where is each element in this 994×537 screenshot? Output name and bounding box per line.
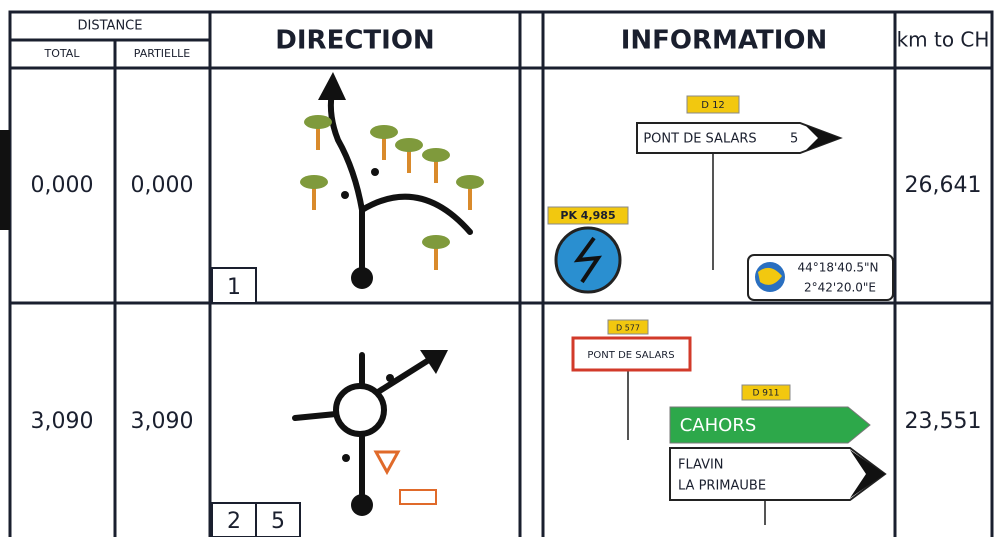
note-number: 1 — [227, 275, 241, 300]
header-distance: DISTANCE — [78, 19, 143, 34]
note-number: 2 — [227, 509, 241, 534]
green-sign: CAHORS — [680, 415, 757, 436]
direction-diagram — [300, 72, 484, 289]
gps-lat: 44°18'40.5"N — [797, 261, 878, 275]
km-to-ch: 23,551 — [905, 409, 982, 434]
total: 3,090 — [31, 409, 94, 434]
sign-text: PONT DE SALARS — [643, 132, 756, 147]
road-tag: D 12 — [701, 100, 725, 111]
note-number: 5 — [271, 509, 285, 534]
white-sign-line: LA PRIMAUBE — [678, 479, 766, 494]
table-grid — [0, 10, 994, 537]
direction-diagram — [292, 350, 448, 516]
header-direction: DIRECTION — [275, 26, 434, 56]
town-tag: D 577 — [616, 324, 640, 333]
gps-lon: 2°42'20.0"E — [804, 281, 876, 295]
pk-tag: PK 4,985 — [560, 209, 615, 222]
road-tag: D 911 — [753, 389, 780, 399]
header-total: TOTAL — [44, 47, 81, 60]
header-information: INFORMATION — [621, 26, 828, 56]
header-km: km to CH — [897, 28, 990, 52]
town-sign: PONT DE SALARS — [587, 350, 674, 361]
total: 0,000 — [31, 173, 94, 198]
partielle: 3,090 — [131, 409, 194, 434]
partielle: 0,000 — [131, 173, 194, 198]
sign-distance: 5 — [790, 132, 798, 147]
km-to-ch: 26,641 — [905, 173, 982, 198]
white-sign-line: FLAVIN — [678, 458, 724, 473]
header-partielle: PARTIELLE — [134, 47, 190, 60]
